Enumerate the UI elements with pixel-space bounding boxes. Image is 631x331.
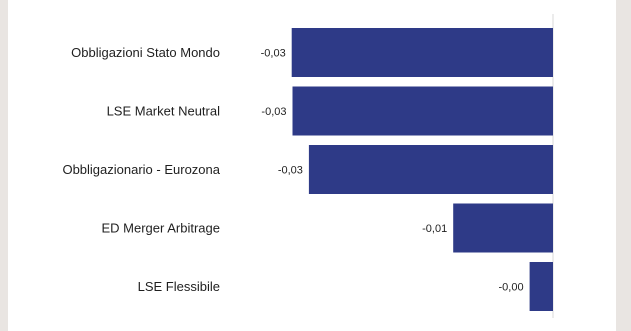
bars-group bbox=[291, 14, 554, 318]
value-label: -0,03 bbox=[278, 165, 303, 177]
bar bbox=[291, 28, 553, 77]
bar bbox=[308, 145, 553, 194]
category-label: Obbligazioni Stato Mondo bbox=[71, 45, 220, 60]
category-label: Obbligazionario - Eurozona bbox=[62, 162, 220, 177]
value-label: -0,00 bbox=[499, 282, 524, 294]
category-label: LSE Flessibile bbox=[138, 279, 220, 294]
value-label: -0,03 bbox=[261, 106, 286, 118]
bar bbox=[529, 262, 553, 311]
labels-group: Obbligazioni Stato Mondo -0,03 LSE Market … bbox=[62, 45, 523, 294]
value-label: -0,03 bbox=[261, 48, 286, 60]
value-label: -0,01 bbox=[422, 223, 447, 235]
bar bbox=[453, 203, 553, 253]
category-label: LSE Market Neutral bbox=[107, 104, 221, 119]
category-label: ED Merger Arbitrage bbox=[102, 221, 221, 236]
bar bbox=[292, 86, 553, 136]
